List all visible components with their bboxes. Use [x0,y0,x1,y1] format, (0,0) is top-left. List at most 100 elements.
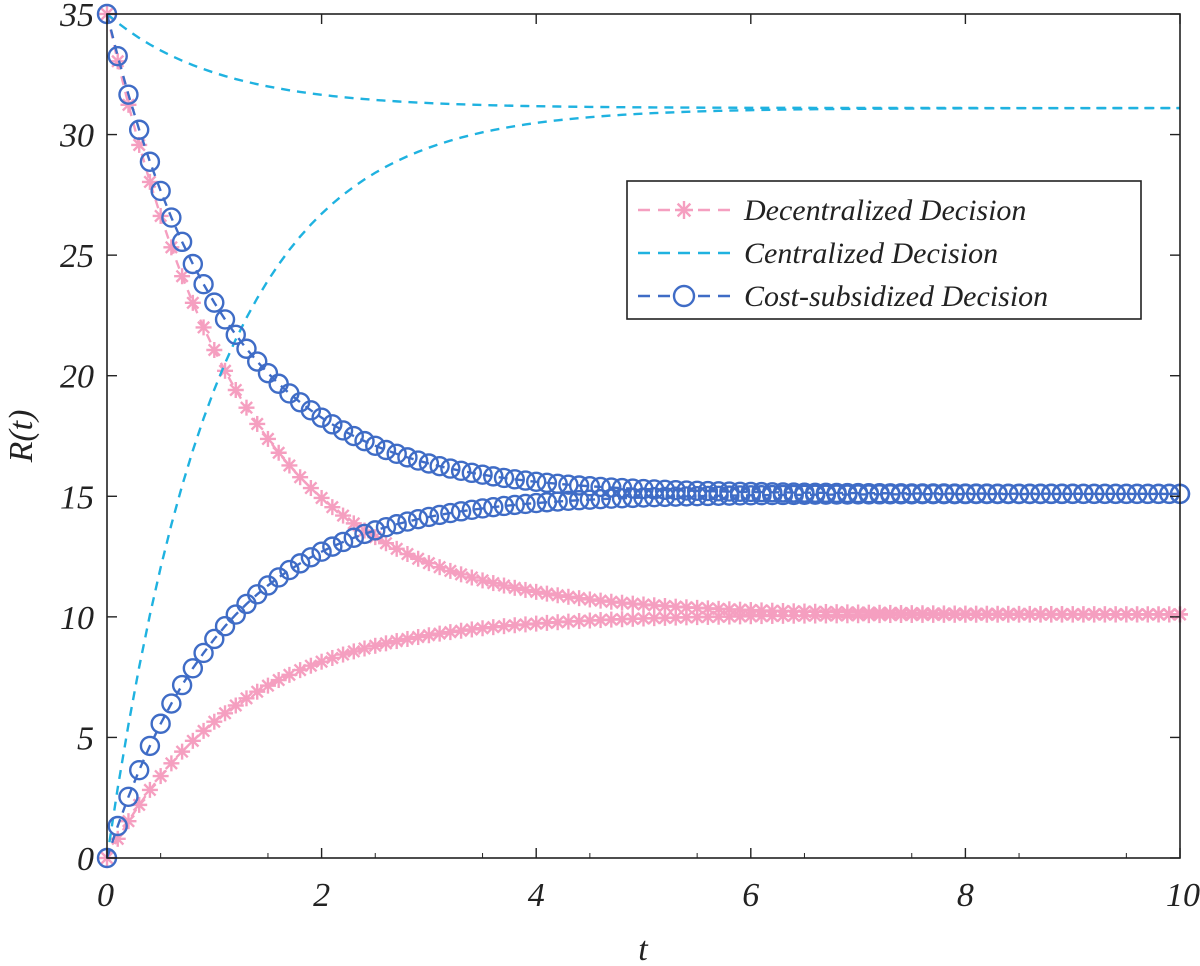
data-point [528,583,545,600]
data-point [804,482,826,503]
data-point [697,480,719,502]
data-point [420,627,437,644]
data-point [461,499,483,521]
data-point [517,581,534,598]
data-point [204,292,225,313]
legend-item: Centralized Decision [638,237,998,270]
data-point [386,514,407,535]
legend-label: Decentralized Decision [743,194,1026,227]
data-point [1051,483,1073,504]
data-point [708,481,729,502]
data-point [686,480,708,502]
data-point [335,646,352,663]
data-point [388,633,405,650]
data-point [1041,483,1062,504]
data-point [195,319,212,336]
data-point [933,483,955,504]
data-point [536,472,558,494]
data-point [611,477,633,499]
x-axis-label: t [638,931,649,966]
data-point [847,482,869,504]
legend-label: Cost-subsidized Decision [744,280,1048,313]
data-point [751,481,772,503]
data-point [515,493,536,515]
data-point [270,444,287,461]
data-point [817,603,834,620]
data-point [354,430,375,452]
data-point [345,643,362,660]
data-point [407,508,429,530]
data-point [644,479,665,500]
data-point [1159,483,1180,505]
data-point [225,604,246,625]
plot-frame [106,13,1181,859]
data-point [794,482,815,503]
data-point [367,637,384,654]
data-point [227,381,244,398]
data-point [850,604,867,621]
data-point [343,425,364,447]
data-point [667,598,684,615]
data-point [174,268,191,285]
data-point [547,473,568,495]
data-point [141,781,158,798]
data-point [601,477,622,498]
data-point [163,755,180,772]
data-point [410,629,427,646]
data-point [568,490,590,511]
data-point [332,420,354,441]
data-point [697,485,719,507]
data-point [118,84,139,105]
axis-ticks [106,13,1181,859]
data-point [1148,483,1169,505]
data-point [665,486,686,507]
data-point [128,759,150,781]
data-point [1094,483,1116,504]
data-point [624,595,641,612]
data-point [837,482,858,504]
data-point [365,435,386,456]
data-point [418,453,440,474]
data-point [152,768,169,785]
data-point [259,430,276,447]
data-point [890,483,912,504]
y-tick-label: 15 [60,479,94,516]
data-point [858,482,880,504]
series-cost-subsidized-decision [96,3,1191,869]
y-tick-label: 5 [77,720,94,757]
data-point [944,483,965,504]
data-point [139,151,161,172]
data-point [343,527,364,548]
data-point [740,481,761,503]
data-point [324,649,341,666]
data-point [880,483,901,504]
data-point [268,567,289,588]
data-point [686,485,708,507]
y-tick-label: 25 [60,238,94,275]
data-point [386,443,407,465]
data-point [128,119,150,140]
data-point [472,464,493,485]
data-point [184,294,201,311]
data-point [517,616,534,633]
data-point [901,483,922,504]
y-tick-label: 20 [60,359,94,396]
y-tick-label: 35 [59,0,94,34]
data-point [217,362,234,379]
data-point [171,231,193,253]
data-point [184,732,201,749]
x-tick-label: 0 [97,877,114,914]
data-point [676,480,697,501]
data-point [665,480,686,501]
data-point [1073,483,1094,504]
data-point [107,45,128,67]
data-point [450,460,472,482]
legend-box [626,180,1142,320]
data-point [504,494,525,516]
data-point [998,483,1019,504]
data-point [558,490,579,512]
data-point [431,625,448,642]
plot-series [96,3,1191,869]
data-point [289,553,311,574]
data-point [238,399,255,416]
